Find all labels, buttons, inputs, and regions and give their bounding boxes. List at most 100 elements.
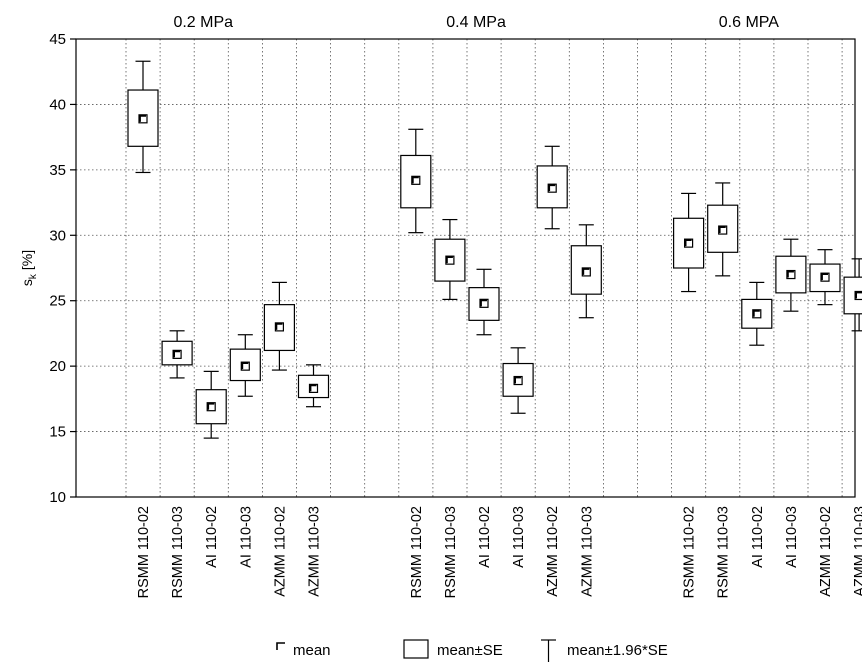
- x-category-label: AI 110-03: [511, 506, 527, 568]
- box-item: [502, 347, 534, 414]
- box-item: [263, 281, 295, 371]
- legend-item-ci: mean±1.96*SE: [541, 639, 668, 662]
- box-item: [843, 258, 862, 332]
- x-category-label: AZMM 110-02: [818, 506, 834, 597]
- y-tick-label: 45: [49, 31, 66, 48]
- y-tick-label: 35: [49, 162, 66, 179]
- mean-marker: [479, 298, 489, 308]
- box-item: [707, 182, 739, 277]
- y-tick-label: 15: [49, 424, 66, 441]
- mean-marker-corner: [207, 402, 215, 410]
- box-item: [229, 334, 261, 397]
- plot-marks: [127, 60, 862, 439]
- se-box: [229, 348, 261, 382]
- legend-mean-label: mean: [293, 642, 331, 659]
- mean-marker: [513, 375, 523, 386]
- se-box: [502, 362, 534, 397]
- x-category-label: AI 110-03: [784, 506, 800, 568]
- mean-marker-corner: [787, 270, 794, 278]
- box-item: [468, 268, 500, 336]
- mean-marker-corner: [411, 176, 419, 184]
- mean-marker: [718, 225, 728, 235]
- x-category-label: AI 110-02: [477, 506, 493, 568]
- legend-item-mean: mean: [276, 642, 331, 659]
- mean-marker-corner: [718, 226, 726, 234]
- box-item: [161, 330, 193, 379]
- y-axis-label: sk [%]: [19, 250, 39, 286]
- box-item: [775, 238, 807, 312]
- y-tick-label: 30: [49, 227, 66, 244]
- x-category-label: AZMM 110-02: [272, 506, 288, 597]
- legend-se-label: mean±SE: [437, 642, 503, 659]
- x-category-label: AI 110-03: [238, 506, 254, 568]
- plot-border: [75, 38, 856, 498]
- box-item: [672, 192, 705, 293]
- mean-marker-corner: [855, 291, 862, 299]
- mean-marker-corner: [173, 350, 181, 358]
- mean-marker: [138, 114, 148, 124]
- mean-marker: [240, 361, 250, 371]
- mean-marker: [820, 272, 830, 282]
- se-box: [843, 276, 862, 315]
- mean-marker-corner: [480, 299, 487, 307]
- y-tick-label: 25: [49, 293, 66, 310]
- legend: mean mean±SE mean±1.96*SE: [276, 639, 668, 662]
- y-axis-label-unit: [%]: [19, 250, 35, 270]
- group-titles: 0.2 MPa 0.4 MPa 0.6 MPA: [173, 14, 779, 31]
- mean-marker: [411, 175, 421, 185]
- box-item: [809, 249, 841, 306]
- mean-marker: [274, 322, 284, 332]
- y-axis: 10 15 20 25 30 35 40 45: [49, 31, 76, 506]
- group-title: 0.2 MPa: [173, 14, 233, 31]
- box-item: [570, 224, 602, 319]
- box-item: [127, 60, 159, 174]
- x-category-label: AI 110-02: [750, 506, 766, 568]
- legend-mean-symbol: [276, 642, 285, 650]
- legend-se-symbol: [403, 639, 429, 659]
- x-category-label: AZMM 110-03: [579, 506, 595, 597]
- x-category-label: RSMM 110-03: [716, 506, 732, 598]
- x-category-label: AI 110-02: [204, 506, 220, 568]
- box-item: [400, 128, 432, 234]
- mean-marker-corner: [309, 384, 317, 392]
- mean-marker: [854, 290, 862, 301]
- x-category-label: RSMM 110-03: [443, 506, 459, 598]
- mean-marker-corner: [275, 322, 283, 330]
- y-tick-label: 40: [49, 96, 66, 113]
- mean-marker: [206, 402, 216, 412]
- mean-marker: [752, 309, 762, 319]
- mean-marker: [445, 255, 455, 265]
- mean-marker-corner: [241, 362, 249, 370]
- x-axis-labels: RSMM 110-02 RSMM 110-03 AI 110-02 AI 110-03…: [136, 506, 862, 598]
- plot-frame: [75, 38, 856, 498]
- box-item: [434, 218, 466, 301]
- mean-marker-corner: [446, 256, 453, 264]
- mean-marker: [683, 238, 694, 248]
- mean-marker: [581, 267, 591, 277]
- mean-marker-corner: [821, 273, 828, 281]
- box-item: [297, 364, 330, 408]
- group-title: 0.4 MPa: [446, 14, 506, 31]
- mean-marker: [172, 349, 182, 359]
- x-category-label: AZMM 110-02: [545, 506, 561, 597]
- y-axis-label-main: s: [19, 279, 35, 286]
- mean-marker-corner: [582, 268, 590, 275]
- y-tick-label: 20: [49, 358, 66, 375]
- x-category-label: AZMM 110-03: [852, 506, 862, 597]
- group-title: 0.6 MPA: [719, 14, 780, 31]
- x-category-label: AZMM 110-03: [307, 506, 323, 597]
- box-item: [195, 370, 227, 439]
- mean-marker-corner: [548, 184, 556, 192]
- legend-item-se: mean±SE: [403, 639, 503, 659]
- mean-marker: [786, 269, 796, 280]
- mean-marker: [547, 183, 557, 193]
- mean-marker-corner: [514, 376, 522, 384]
- legend-ci-label: mean±1.96*SE: [567, 642, 668, 659]
- x-category-label: RSMM 110-03: [170, 506, 186, 598]
- x-category-label: RSMM 110-02: [682, 506, 698, 598]
- mean-marker-corner: [684, 239, 692, 247]
- mean-marker-corner: [139, 114, 146, 122]
- y-tick-label: 10: [49, 489, 66, 506]
- y-axis-label-sub: k: [28, 273, 39, 279]
